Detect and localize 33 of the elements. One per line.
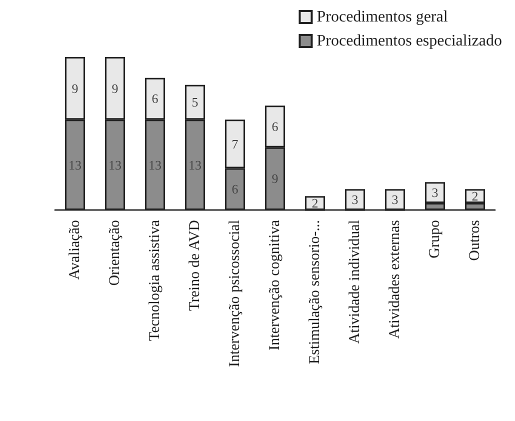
x-tick-label: Orientação bbox=[107, 220, 123, 286]
data-label: 2 bbox=[312, 196, 318, 211]
data-label: 6 bbox=[152, 91, 159, 106]
data-label: 13 bbox=[148, 157, 162, 172]
x-tick-label: Grupo bbox=[427, 220, 443, 258]
x-tick-label: Treino de AVD bbox=[187, 220, 203, 311]
data-label: 2 bbox=[472, 188, 478, 204]
x-tick-label: Atividades externas bbox=[387, 220, 403, 339]
data-label: 6 bbox=[232, 182, 239, 197]
x-tick-label: Outros bbox=[467, 220, 483, 261]
data-label: 3 bbox=[352, 192, 358, 208]
x-tick-label: Intervenção cognitiva bbox=[267, 220, 283, 350]
legend-label: Procedimentos geral bbox=[316, 8, 448, 26]
data-label: 13 bbox=[188, 157, 202, 172]
legend-label: Procedimentos especializado bbox=[316, 32, 502, 50]
data-label: 3 bbox=[392, 192, 398, 208]
x-tick-label: Atividade individual bbox=[347, 220, 363, 344]
data-label: 9 bbox=[272, 171, 278, 186]
x-tick-label: Intervenção psicossocial bbox=[227, 220, 243, 368]
x-tick-label: Avaliação bbox=[67, 220, 83, 280]
data-label: 13 bbox=[68, 157, 82, 172]
data-label: 5 bbox=[192, 94, 198, 110]
bar bbox=[345, 189, 365, 210]
data-label: 3 bbox=[432, 185, 438, 200]
bar bbox=[305, 196, 325, 210]
data-label: 7 bbox=[232, 136, 239, 152]
x-tick-label: Estimulação sensorio-... bbox=[307, 220, 323, 364]
x-tick-label: Tecnologia assistiva bbox=[147, 220, 163, 342]
data-label: 9 bbox=[72, 80, 78, 96]
data-label: 6 bbox=[272, 119, 279, 134]
data-label: 13 bbox=[108, 157, 122, 172]
bar bbox=[385, 189, 405, 210]
data-label: 9 bbox=[112, 80, 118, 96]
